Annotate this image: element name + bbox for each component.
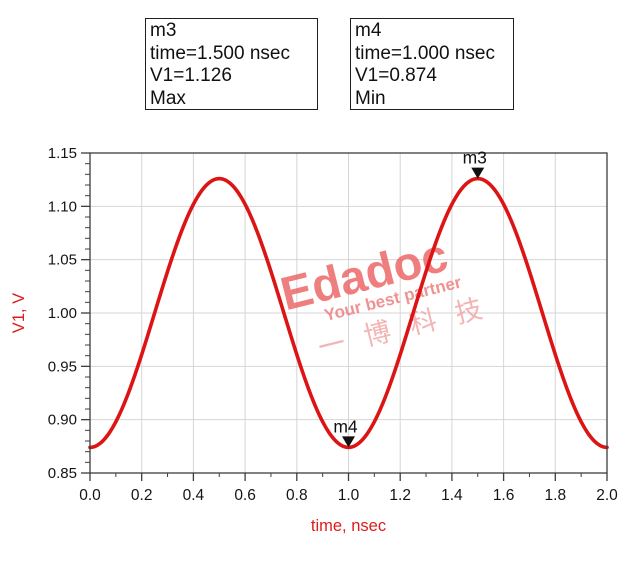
y-tick-label: 1.15 [48, 145, 77, 162]
marker-name: m3 [150, 20, 177, 41]
x-tick-label: 0.4 [183, 487, 205, 504]
gridlines [90, 153, 607, 473]
marker-time: time=1.000 nsec [355, 42, 495, 64]
marker-info-box-m3[interactable]: m3 time=1.500 nsec V1=1.126 Max [145, 18, 318, 110]
x-tick-label: 1.2 [389, 487, 411, 504]
x-tick-label: 0.6 [234, 487, 256, 504]
x-tick-label: 1.0 [338, 487, 360, 504]
y-tick-label: 1.00 [48, 305, 77, 322]
y-axis-title: V1, V [10, 293, 28, 333]
marker-m3-label: m3 [463, 148, 487, 168]
axes [81, 152, 608, 481]
marker-type: Min [355, 87, 386, 109]
x-tick-label: 0.2 [131, 487, 153, 504]
axis-text: 0.85 0.90 0.95 1.00 1.05 1.10 1.15 0.0 0.2 0.4 0.6… [10, 145, 618, 535]
marker-m4-label: m4 [333, 416, 358, 436]
x-tick-label: 1.6 [493, 487, 515, 504]
markers-layer: m3 m4 [333, 148, 487, 448]
x-tick-label: 0.8 [286, 487, 308, 504]
marker-value: V1=1.126 [150, 65, 232, 86]
x-tick-label: 2.0 [596, 487, 618, 504]
x-tick-label: 1.4 [441, 487, 463, 504]
y-tick-label: 0.90 [48, 412, 77, 429]
marker-name: m4 [355, 20, 382, 41]
marker-m4-triangle[interactable] [342, 436, 355, 448]
x-tick-label: 0.0 [79, 487, 101, 504]
y-tick-label: 0.95 [48, 358, 77, 375]
marker-value: V1=0.874 [355, 65, 437, 86]
y-tick-label: 1.05 [48, 252, 77, 269]
y-tick-label: 1.10 [48, 198, 77, 215]
marker-time: time=1.500 nsec [150, 42, 290, 64]
marker-info-box-m4[interactable]: m4 time=1.000 nsec V1=0.874 Min [350, 18, 514, 110]
y-tick-label: 0.85 [48, 465, 77, 482]
marker-m3-triangle[interactable] [471, 167, 485, 179]
x-axis-title: time, nsec [311, 517, 386, 535]
x-tick-label: 1.8 [545, 487, 567, 504]
marker-type: Max [150, 87, 186, 109]
